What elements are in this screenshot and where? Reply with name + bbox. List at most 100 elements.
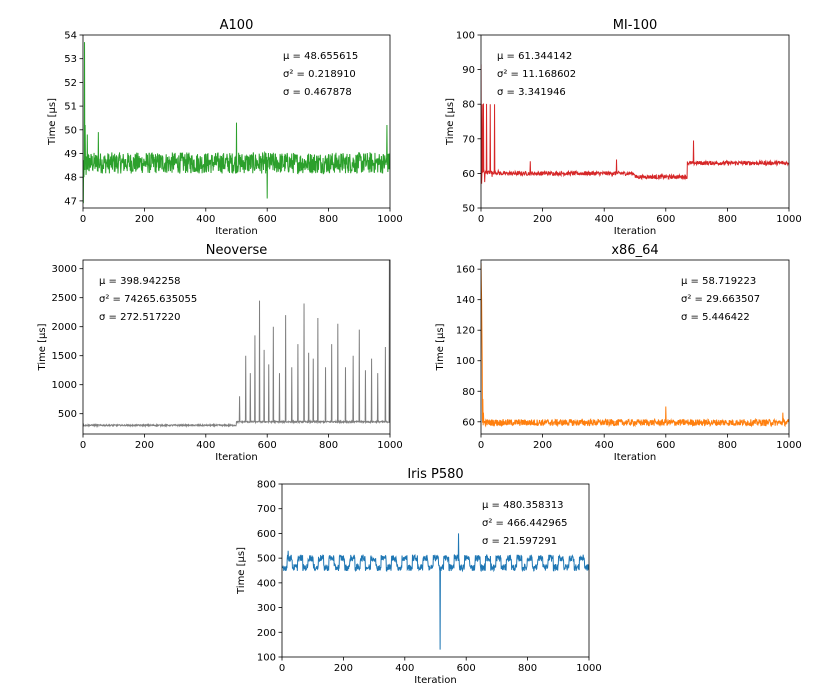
- neoverse-xtick-label: 200: [135, 440, 154, 451]
- iris-xtick-label: 1000: [576, 663, 601, 674]
- subplot-x86: 0 200 400 600 800 1000 60 80 100 120 140 160 x86_64 I…: [435, 243, 802, 463]
- neoverse-xtick-label: 800: [319, 440, 338, 451]
- a100-title: A100: [220, 18, 254, 33]
- a100-ytick-label: 51: [64, 102, 77, 113]
- a100-stat-var: σ² = 0.218910: [283, 69, 356, 80]
- neoverse-axes-frame: [82, 259, 391, 435]
- iris-ytick-label: 200: [257, 628, 276, 639]
- neoverse-xtick-label: 600: [258, 440, 277, 451]
- iris-xlabel: Iteration: [414, 675, 456, 686]
- iris-stat-sigma: σ = 21.597291: [482, 536, 557, 547]
- neoverse-xtick-label: 400: [196, 440, 215, 451]
- iris-xtick-label: 0: [279, 663, 285, 674]
- a100-series-line: [83, 42, 390, 204]
- mi100-axes-frame: [480, 34, 790, 209]
- x86-ytick-label: 120: [456, 326, 475, 337]
- subplot-iris: 0 200 400 600 800 1000 100 200 300 400 500 600 700 80…: [236, 467, 602, 686]
- neoverse-ytick-label: 3000: [52, 264, 77, 275]
- mi100-ytick-label: 60: [462, 169, 475, 180]
- x86-ytick-label: 100: [456, 356, 475, 367]
- iris-ylabel: Time [μs]: [236, 547, 247, 595]
- iris-stat-var: σ² = 466.442965: [482, 518, 568, 529]
- subplot-neoverse: 0 200 400 600 800 1000 500 1000 1500 2000 2500 3000…: [37, 243, 403, 463]
- x86-ytick-label: 80: [462, 387, 475, 398]
- x86-xtick-label: 600: [656, 440, 675, 451]
- neoverse-xtick-label: 1000: [377, 440, 402, 451]
- mi100-xlabel: Iteration: [614, 226, 656, 237]
- x86-xtick-label: 0: [478, 440, 484, 451]
- a100-ytick-label: 52: [64, 78, 77, 89]
- mi100-xtick-label: 0: [478, 214, 484, 225]
- neoverse-ytick-label: 2000: [52, 322, 77, 333]
- iris-ytick-label: 400: [257, 578, 276, 589]
- iris-ytick-label: 100: [257, 653, 276, 664]
- x86-xtick-label: 1000: [776, 440, 801, 451]
- neoverse-ytick-label: 1000: [52, 380, 77, 391]
- a100-ytick-label: 47: [64, 196, 77, 207]
- iris-ytick-label: 700: [257, 504, 276, 515]
- iris-series-line: [282, 533, 589, 650]
- iris-xtick-label: 800: [518, 663, 537, 674]
- iris-axes-frame: [281, 483, 590, 658]
- neoverse-stat-mu: μ = 398.942258: [99, 276, 181, 287]
- a100-ytick-label: 48: [64, 173, 77, 184]
- x86-stat-mu: μ = 58.719223: [681, 276, 756, 287]
- a100-ylabel: Time [μs]: [47, 98, 58, 146]
- x86-xtick-label: 200: [533, 440, 552, 451]
- mi100-ytick-label: 50: [462, 204, 475, 215]
- iris-stat-mu: μ = 480.358313: [482, 500, 564, 511]
- mi100-stat-var: σ² = 11.168602: [497, 69, 576, 80]
- a100-xlabel: Iteration: [215, 226, 257, 237]
- a100-xtick-label: 0: [80, 214, 86, 225]
- a100-xtick-label: 1000: [377, 214, 402, 225]
- x86-ytick-label: 60: [462, 417, 475, 428]
- a100-ytick-label: 49: [64, 149, 77, 160]
- mi100-ytick-label: 90: [462, 65, 475, 76]
- a100-xtick-label: 200: [135, 214, 154, 225]
- neoverse-series-line: [83, 260, 390, 428]
- mi100-xtick-label: 600: [656, 214, 675, 225]
- x86-xtick-label: 800: [718, 440, 737, 451]
- neoverse-xtick-label: 0: [80, 440, 86, 451]
- iris-xtick-label: 600: [457, 663, 476, 674]
- a100-ytick-label: 53: [64, 54, 77, 65]
- mi100-xtick-label: 400: [595, 214, 614, 225]
- a100-xtick-label: 800: [319, 214, 338, 225]
- neoverse-stat-sigma: σ = 272.517220: [99, 312, 181, 323]
- mi100-series-line: [481, 64, 789, 184]
- neoverse-ytick-label: 2500: [52, 293, 77, 304]
- iris-xtick-label: 400: [395, 663, 414, 674]
- iris-title: Iris P580: [407, 467, 463, 482]
- neoverse-ytick-label: 1500: [52, 351, 77, 362]
- x86-ytick-label: 160: [456, 265, 475, 276]
- iris-ytick-label: 800: [257, 480, 276, 491]
- mi100-ytick-label: 100: [456, 31, 475, 42]
- iris-ytick-label: 600: [257, 529, 276, 540]
- mi100-stat-sigma: σ = 3.341946: [497, 87, 566, 98]
- x86-ylabel: Time [μs]: [435, 323, 446, 371]
- x86-xlabel: Iteration: [614, 452, 656, 463]
- neoverse-ytick-label: 500: [58, 409, 77, 420]
- a100-ytick-label: 54: [64, 31, 77, 42]
- mi100-title: MI-100: [613, 18, 658, 33]
- iris-ytick-label: 300: [257, 603, 276, 614]
- mi100-ytick-label: 80: [462, 100, 475, 111]
- x86-xtick-label: 400: [595, 440, 614, 451]
- x86-ytick-label: 140: [456, 295, 475, 306]
- iris-ytick-label: 500: [257, 554, 276, 565]
- mi100-xtick-label: 200: [533, 214, 552, 225]
- mi100-ytick-label: 70: [462, 134, 475, 145]
- iris-xtick-label: 200: [334, 663, 353, 674]
- x86-stat-var: σ² = 29.663507: [681, 294, 760, 305]
- mi100-stat-mu: μ = 61.344142: [497, 51, 572, 62]
- x86-axes-frame: [480, 259, 790, 435]
- x86-title: x86_64: [611, 243, 658, 258]
- a100-axes-frame: [82, 34, 391, 209]
- subplot-mi100: 0 200 400 600 800 1000 50 60 70 80 90 100 MI-100 Iter…: [445, 18, 802, 237]
- subplot-a100: 0 200 400 600 800 1000 47 48 49 50 51 52 53 54 A100 Ite…: [47, 18, 403, 237]
- neoverse-ylabel: Time [μs]: [37, 323, 48, 371]
- mi100-ylabel: Time [μs]: [445, 98, 456, 146]
- a100-ytick-label: 50: [64, 125, 77, 136]
- mi100-xtick-label: 800: [718, 214, 737, 225]
